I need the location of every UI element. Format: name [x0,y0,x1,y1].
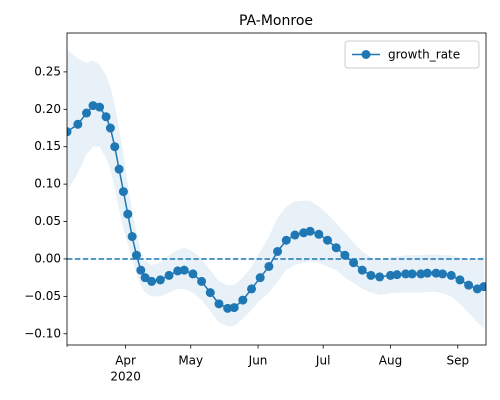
data-point [323,235,333,245]
legend-marker [361,50,371,59]
legend-box [344,40,480,69]
x-tick-label: Jul [315,354,330,368]
y-tick-label: 0.00 [34,251,61,265]
data-point [366,270,376,280]
x-year-label: 2020 [110,370,141,384]
data-point [173,266,183,276]
y-tick-label: 0.15 [34,139,61,153]
data-point [392,270,402,280]
data-point [438,269,448,279]
data-point [155,275,165,285]
data-point [281,235,291,245]
data-point [114,164,124,174]
data-point [179,265,189,275]
data-point [264,261,274,271]
data-point [255,273,265,283]
data-point [431,268,441,278]
data-point [357,265,367,275]
data-point [273,246,283,256]
y-tick-label: −0.10 [24,326,61,340]
data-point [422,268,432,278]
y-tick-label: 0.20 [34,102,61,116]
data-point [101,112,111,122]
data-point [479,282,486,292]
data-point [305,226,315,236]
data-point [314,229,324,239]
data-point [118,187,128,197]
data-point [349,258,359,268]
data-point [401,269,411,279]
plot-area [67,49,486,328]
data-point [416,269,426,279]
confidence-band [67,49,484,328]
data-point [131,250,141,260]
axes-frame [66,32,487,346]
data-point [164,270,174,280]
data-point [205,288,215,298]
data-point [110,142,120,152]
data-point [123,209,133,219]
data-point [73,119,83,129]
data-point [385,270,395,280]
data-point [67,127,72,137]
data-point [375,272,385,282]
x-tick-label: Aug [379,354,402,368]
data-point [136,265,146,275]
x-tick-label: Sep [446,354,469,368]
data-point [455,275,465,285]
data-point [140,273,150,283]
legend-label: growth_rate [388,48,460,62]
data-point [147,276,157,286]
x-tick-label: Apr [115,354,136,368]
y-tick-label: −0.05 [24,289,61,303]
y-tick-label: 0.25 [34,64,61,78]
data-point [105,123,115,133]
data-point [247,284,257,294]
data-point [127,232,137,242]
data-point [340,250,350,260]
data-point [331,243,341,253]
x-tick-label: May [178,354,203,368]
data-point [214,299,224,309]
data-point [229,303,239,313]
x-tick-label: Jun [248,354,268,368]
y-tick-label: 0.10 [34,177,61,191]
data-point [290,230,300,240]
data-point [223,303,233,313]
data-point [238,295,248,305]
data-point [446,270,456,280]
chart-title: PA-Monroe [239,13,313,29]
data-point [188,269,198,279]
data-point [197,276,207,286]
data-point [464,280,474,290]
data-point [82,108,92,118]
data-point [95,102,105,112]
y-tick-label: 0.05 [34,214,61,228]
data-point [407,269,417,279]
